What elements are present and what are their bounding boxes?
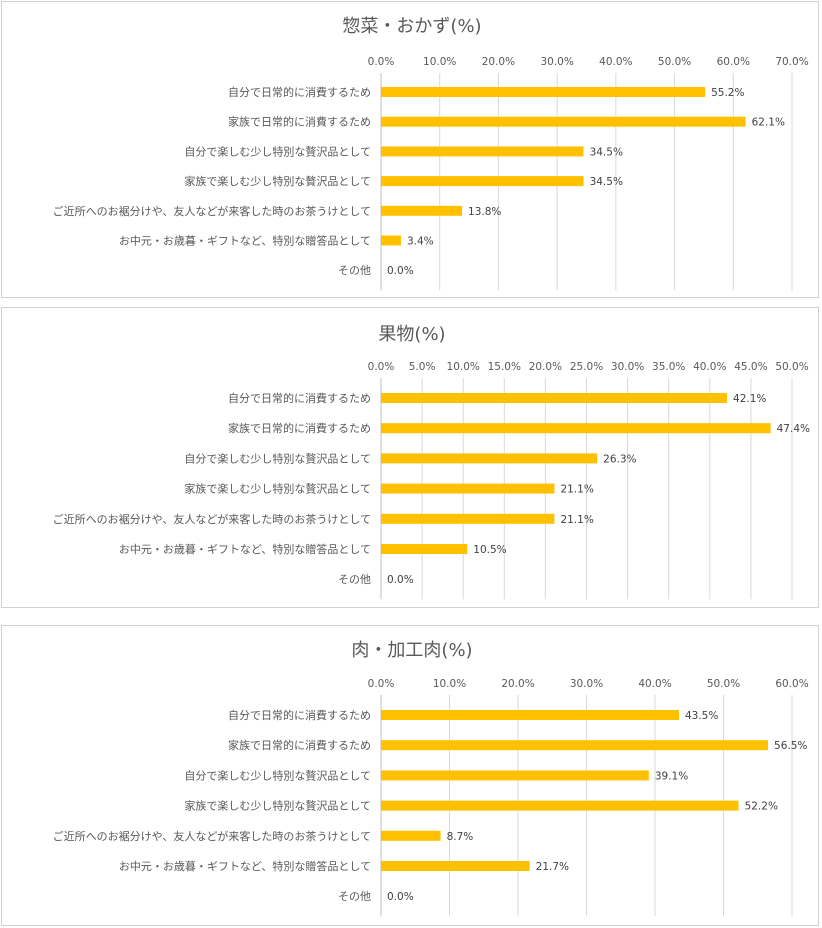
bar	[381, 740, 769, 751]
x-tick-label: 30.0%	[570, 678, 603, 690]
bar	[381, 544, 468, 554]
bar	[381, 513, 555, 524]
x-tick-label: 20.0%	[482, 56, 515, 68]
data-label: 34.5%	[590, 176, 623, 188]
category-label: 自分で楽しむ少し特別な贅沢品として	[184, 144, 371, 158]
data-label: 56.5%	[774, 740, 807, 752]
bar	[381, 235, 401, 246]
x-tick-label: 25.0%	[570, 361, 603, 373]
bar	[381, 453, 598, 464]
bar	[381, 87, 706, 97]
category-label: 家族で楽しむ少し特別な贅沢品として	[184, 482, 371, 496]
data-label: 21.1%	[560, 514, 593, 526]
category-label: その他	[338, 573, 371, 586]
category-label: ご近所へのお裾分けや、友人などが来客した時のお茶うけとして	[53, 204, 371, 218]
x-tick-label: 0.0%	[368, 56, 395, 68]
chart-panel-sozai: 惣菜・おかず(%) 0.0% 10.0% 20.0% 30.0% 40.0% 50.0% 6…	[1, 1, 819, 298]
category-label: 家族で日常的に消費するため	[228, 421, 371, 435]
data-label: 0.0%	[387, 574, 414, 586]
x-tick-label: 40.0%	[693, 361, 726, 373]
x-tick-label: 0.0%	[368, 361, 395, 373]
bar	[381, 800, 739, 811]
category-label: 自分で日常的に消費するため	[228, 391, 371, 405]
chart-svg-sozai: 惣菜・おかず(%) 0.0% 10.0% 20.0% 30.0% 40.0% 50.0% 6…	[53, 16, 809, 291]
x-tick-label: 5.0%	[409, 361, 436, 373]
category-label: ご近所へのお裾分けや、友人などが来客した時のお茶うけとして	[53, 512, 371, 526]
chart-title: 果物(%)	[378, 324, 445, 345]
bar	[381, 146, 584, 157]
x-tick-label: 50.0%	[658, 56, 691, 68]
bar	[381, 710, 679, 720]
x-tick-label: 50.0%	[707, 678, 740, 690]
data-label: 55.2%	[711, 87, 744, 99]
bar	[381, 116, 746, 127]
data-label: 42.1%	[733, 393, 766, 405]
data-label: 34.5%	[590, 146, 623, 158]
bar	[381, 176, 584, 187]
bar	[381, 770, 649, 781]
chart-panel-niku: 肉・加工肉(%) 0.0% 10.0% 20.0% 30.0% 40.0% 50.0% 60…	[1, 625, 819, 926]
x-tick-label: 40.0%	[638, 678, 671, 690]
bar	[381, 483, 555, 494]
x-tick-label: 15.0%	[488, 361, 521, 373]
chart-panel-kudamono: 果物(%) 0.0% 5.0% 10.0% 15.0% 20.0% 25.0% 30.0% 3…	[1, 307, 819, 608]
category-label: お中元・お歳暮・ギフトなど、特別な贈答品として	[119, 859, 371, 873]
data-label: 52.2%	[745, 801, 778, 813]
x-tick-label: 10.0%	[433, 678, 466, 690]
category-label: その他	[338, 264, 371, 277]
x-tick-label: 20.0%	[501, 678, 534, 690]
data-label: 10.5%	[473, 544, 506, 556]
bar	[381, 830, 441, 841]
data-label: 0.0%	[387, 891, 414, 903]
category-label: 家族で日常的に消費するため	[228, 738, 371, 752]
x-tick-label: 35.0%	[652, 361, 685, 373]
data-label: 21.7%	[536, 861, 569, 873]
x-tick-label: 20.0%	[529, 361, 562, 373]
data-label: 39.1%	[655, 770, 688, 782]
data-label: 47.4%	[777, 423, 810, 435]
x-tick-label: 50.0%	[775, 361, 808, 373]
data-label: 21.1%	[560, 484, 593, 496]
bar	[381, 393, 728, 403]
x-tick-label: 40.0%	[599, 56, 632, 68]
chart-title: 肉・加工肉(%)	[351, 640, 472, 661]
bar	[381, 423, 771, 434]
data-label: 8.7%	[447, 831, 474, 843]
category-label: 自分で楽しむ少し特別な贅沢品として	[184, 451, 371, 465]
data-label: 13.8%	[468, 206, 501, 218]
data-label: 43.5%	[685, 710, 718, 722]
category-label: 家族で楽しむ少し特別な贅沢品として	[184, 799, 371, 813]
data-label: 3.4%	[407, 236, 434, 248]
category-label: 自分で楽しむ少し特別な贅沢品として	[184, 768, 371, 782]
chart-svg-kudamono: 果物(%) 0.0% 5.0% 10.0% 15.0% 20.0% 25.0% 30.0% 3…	[53, 324, 810, 600]
category-label: 自分で日常的に消費するため	[228, 708, 371, 722]
x-tick-label: 10.0%	[447, 361, 480, 373]
category-label: 家族で楽しむ少し特別な贅沢品として	[184, 174, 371, 188]
x-tick-label: 30.0%	[611, 361, 644, 373]
category-label: ご近所へのお裾分けや、友人などが来客した時のお茶うけとして	[53, 829, 371, 843]
x-tick-label: 45.0%	[734, 361, 767, 373]
x-tick-label: 0.0%	[368, 678, 395, 690]
bar	[381, 205, 463, 216]
x-tick-label: 60.0%	[717, 56, 750, 68]
chart-svg-niku: 肉・加工肉(%) 0.0% 10.0% 20.0% 30.0% 40.0% 50.0% 60…	[53, 640, 809, 917]
x-tick-label: 30.0%	[540, 56, 573, 68]
category-label: 家族で日常的に消費するため	[228, 115, 371, 129]
category-label: その他	[338, 890, 371, 903]
x-tick-label: 10.0%	[423, 56, 456, 68]
bar	[381, 861, 530, 871]
category-label: 自分で日常的に消費するため	[228, 85, 371, 99]
data-label: 26.3%	[603, 453, 636, 465]
x-tick-label: 60.0%	[775, 678, 808, 690]
data-label: 0.0%	[387, 265, 414, 277]
category-label: お中元・お歳暮・ギフトなど、特別な贈答品として	[119, 542, 371, 556]
data-label: 62.1%	[752, 117, 785, 129]
category-label: お中元・お歳暮・ギフトなど、特別な贈答品として	[119, 234, 371, 248]
chart-title: 惣菜・おかず(%)	[342, 16, 481, 37]
x-tick-label: 70.0%	[775, 56, 808, 68]
